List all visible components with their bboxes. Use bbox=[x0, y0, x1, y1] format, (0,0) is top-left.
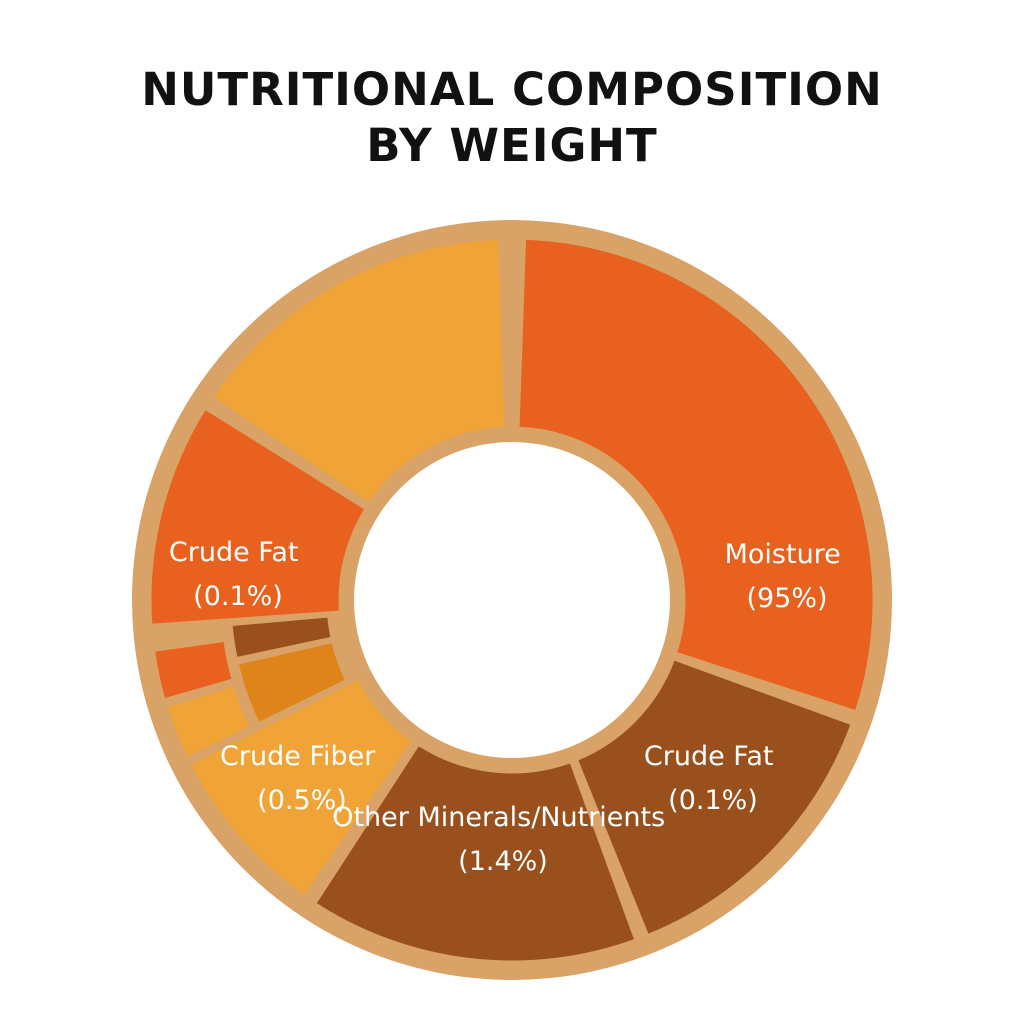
slice-label-crude-fat-right: Crude Fat (0.1%) bbox=[644, 741, 782, 816]
slice-label-moisture: Moisture (95%) bbox=[725, 539, 850, 614]
donut-slice-2 bbox=[574, 657, 854, 938]
donut-slice-9 bbox=[148, 406, 368, 627]
donut-slice-8 bbox=[229, 614, 334, 661]
donut-slice-5 bbox=[164, 683, 253, 761]
donut-slice-7 bbox=[152, 638, 235, 702]
chart-title-line-2: BY WEIGHT bbox=[366, 119, 658, 172]
donut-hole bbox=[354, 442, 670, 758]
donut-slice-6 bbox=[235, 639, 349, 726]
chart-title-line-1: NUTRITIONAL COMPOSITION bbox=[141, 63, 883, 116]
slice-label-other-minerals: Other Minerals/Nutrients (1.4%) bbox=[332, 802, 674, 877]
slice-label-crude-fiber: Crude Fiber (0.5%) bbox=[220, 741, 384, 816]
donut-slice-3 bbox=[313, 742, 638, 964]
slice-label-crude-fat-left: Crude Fat (0.1%) bbox=[169, 537, 307, 612]
donut-labels: Moisture (95%) Crude Fat (0.1%) Other Mi… bbox=[169, 537, 850, 877]
donut-slice-1 bbox=[516, 236, 876, 714]
chart-title: NUTRITIONAL COMPOSITION BY WEIGHT bbox=[0, 62, 1024, 174]
donut-slice-4 bbox=[187, 676, 415, 899]
slice-label-other-minerals-name: Other Minerals/Nutrients bbox=[332, 802, 665, 833]
donut-slice-10 bbox=[210, 236, 508, 506]
donut-slices bbox=[148, 236, 876, 964]
